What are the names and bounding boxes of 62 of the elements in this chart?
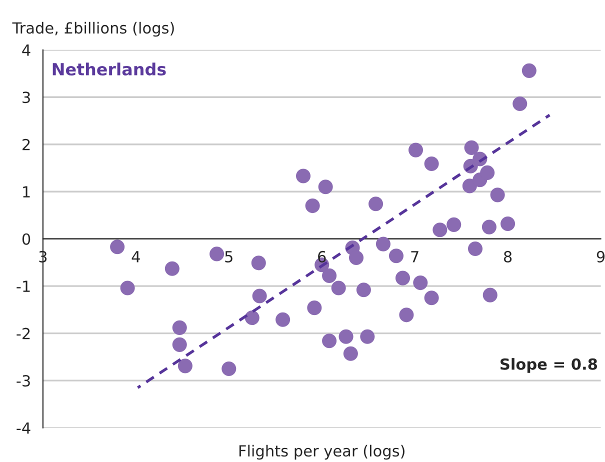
point <box>468 241 483 256</box>
y-axis-title: Trade, £billions (logs) <box>12 22 174 37</box>
point <box>395 270 410 286</box>
x-tick-label: 9 <box>596 250 605 262</box>
point <box>331 280 346 296</box>
point <box>322 268 337 283</box>
point <box>512 96 528 112</box>
point <box>172 320 187 335</box>
point <box>522 63 536 78</box>
point <box>413 276 428 290</box>
point <box>318 180 333 194</box>
point <box>348 250 364 266</box>
point <box>464 140 479 155</box>
x-tick-label: 5 <box>225 251 232 262</box>
point <box>343 346 358 361</box>
point <box>424 290 439 306</box>
point <box>178 358 192 374</box>
point <box>164 261 180 276</box>
point <box>110 240 125 254</box>
y-tick-label: -2 <box>16 328 30 340</box>
point <box>432 222 448 238</box>
y-tick-label: 0 <box>22 233 30 245</box>
point <box>296 168 311 184</box>
point <box>252 288 267 304</box>
x-axis-title: Flights per year (logs) <box>239 444 404 460</box>
point <box>368 196 384 212</box>
y-tick-label: -3 <box>16 375 30 387</box>
x-tick-label: 8 <box>504 250 512 262</box>
y-tick-label: 4 <box>22 44 30 56</box>
y-tick-label: -1 <box>16 280 30 292</box>
point <box>120 280 135 296</box>
point <box>305 198 320 214</box>
point <box>210 246 224 262</box>
point <box>251 256 266 270</box>
point <box>399 308 414 322</box>
point <box>500 216 516 232</box>
y-tick-label: 2 <box>22 138 30 150</box>
point <box>446 217 462 232</box>
point <box>360 329 375 344</box>
point <box>356 282 371 298</box>
point <box>482 220 496 234</box>
point <box>490 188 505 202</box>
point <box>376 236 391 252</box>
point <box>172 337 187 352</box>
point <box>307 300 322 316</box>
point <box>276 312 290 327</box>
y-tick-label: 3 <box>22 92 30 104</box>
y-tick-label: 1 <box>23 186 30 198</box>
text: Netherlands <box>52 62 166 76</box>
point <box>480 165 495 180</box>
point <box>338 329 354 344</box>
point <box>482 288 498 302</box>
y-tick-label: -4 <box>16 422 30 434</box>
x-tick-label: 7 <box>411 251 418 262</box>
point <box>408 142 424 158</box>
point <box>388 248 404 264</box>
x-tick-label: 4 <box>132 251 140 262</box>
point <box>222 361 236 376</box>
point <box>244 310 260 326</box>
point <box>322 334 337 348</box>
annotation: Slope = 0.8 <box>500 358 598 373</box>
point <box>424 156 439 172</box>
